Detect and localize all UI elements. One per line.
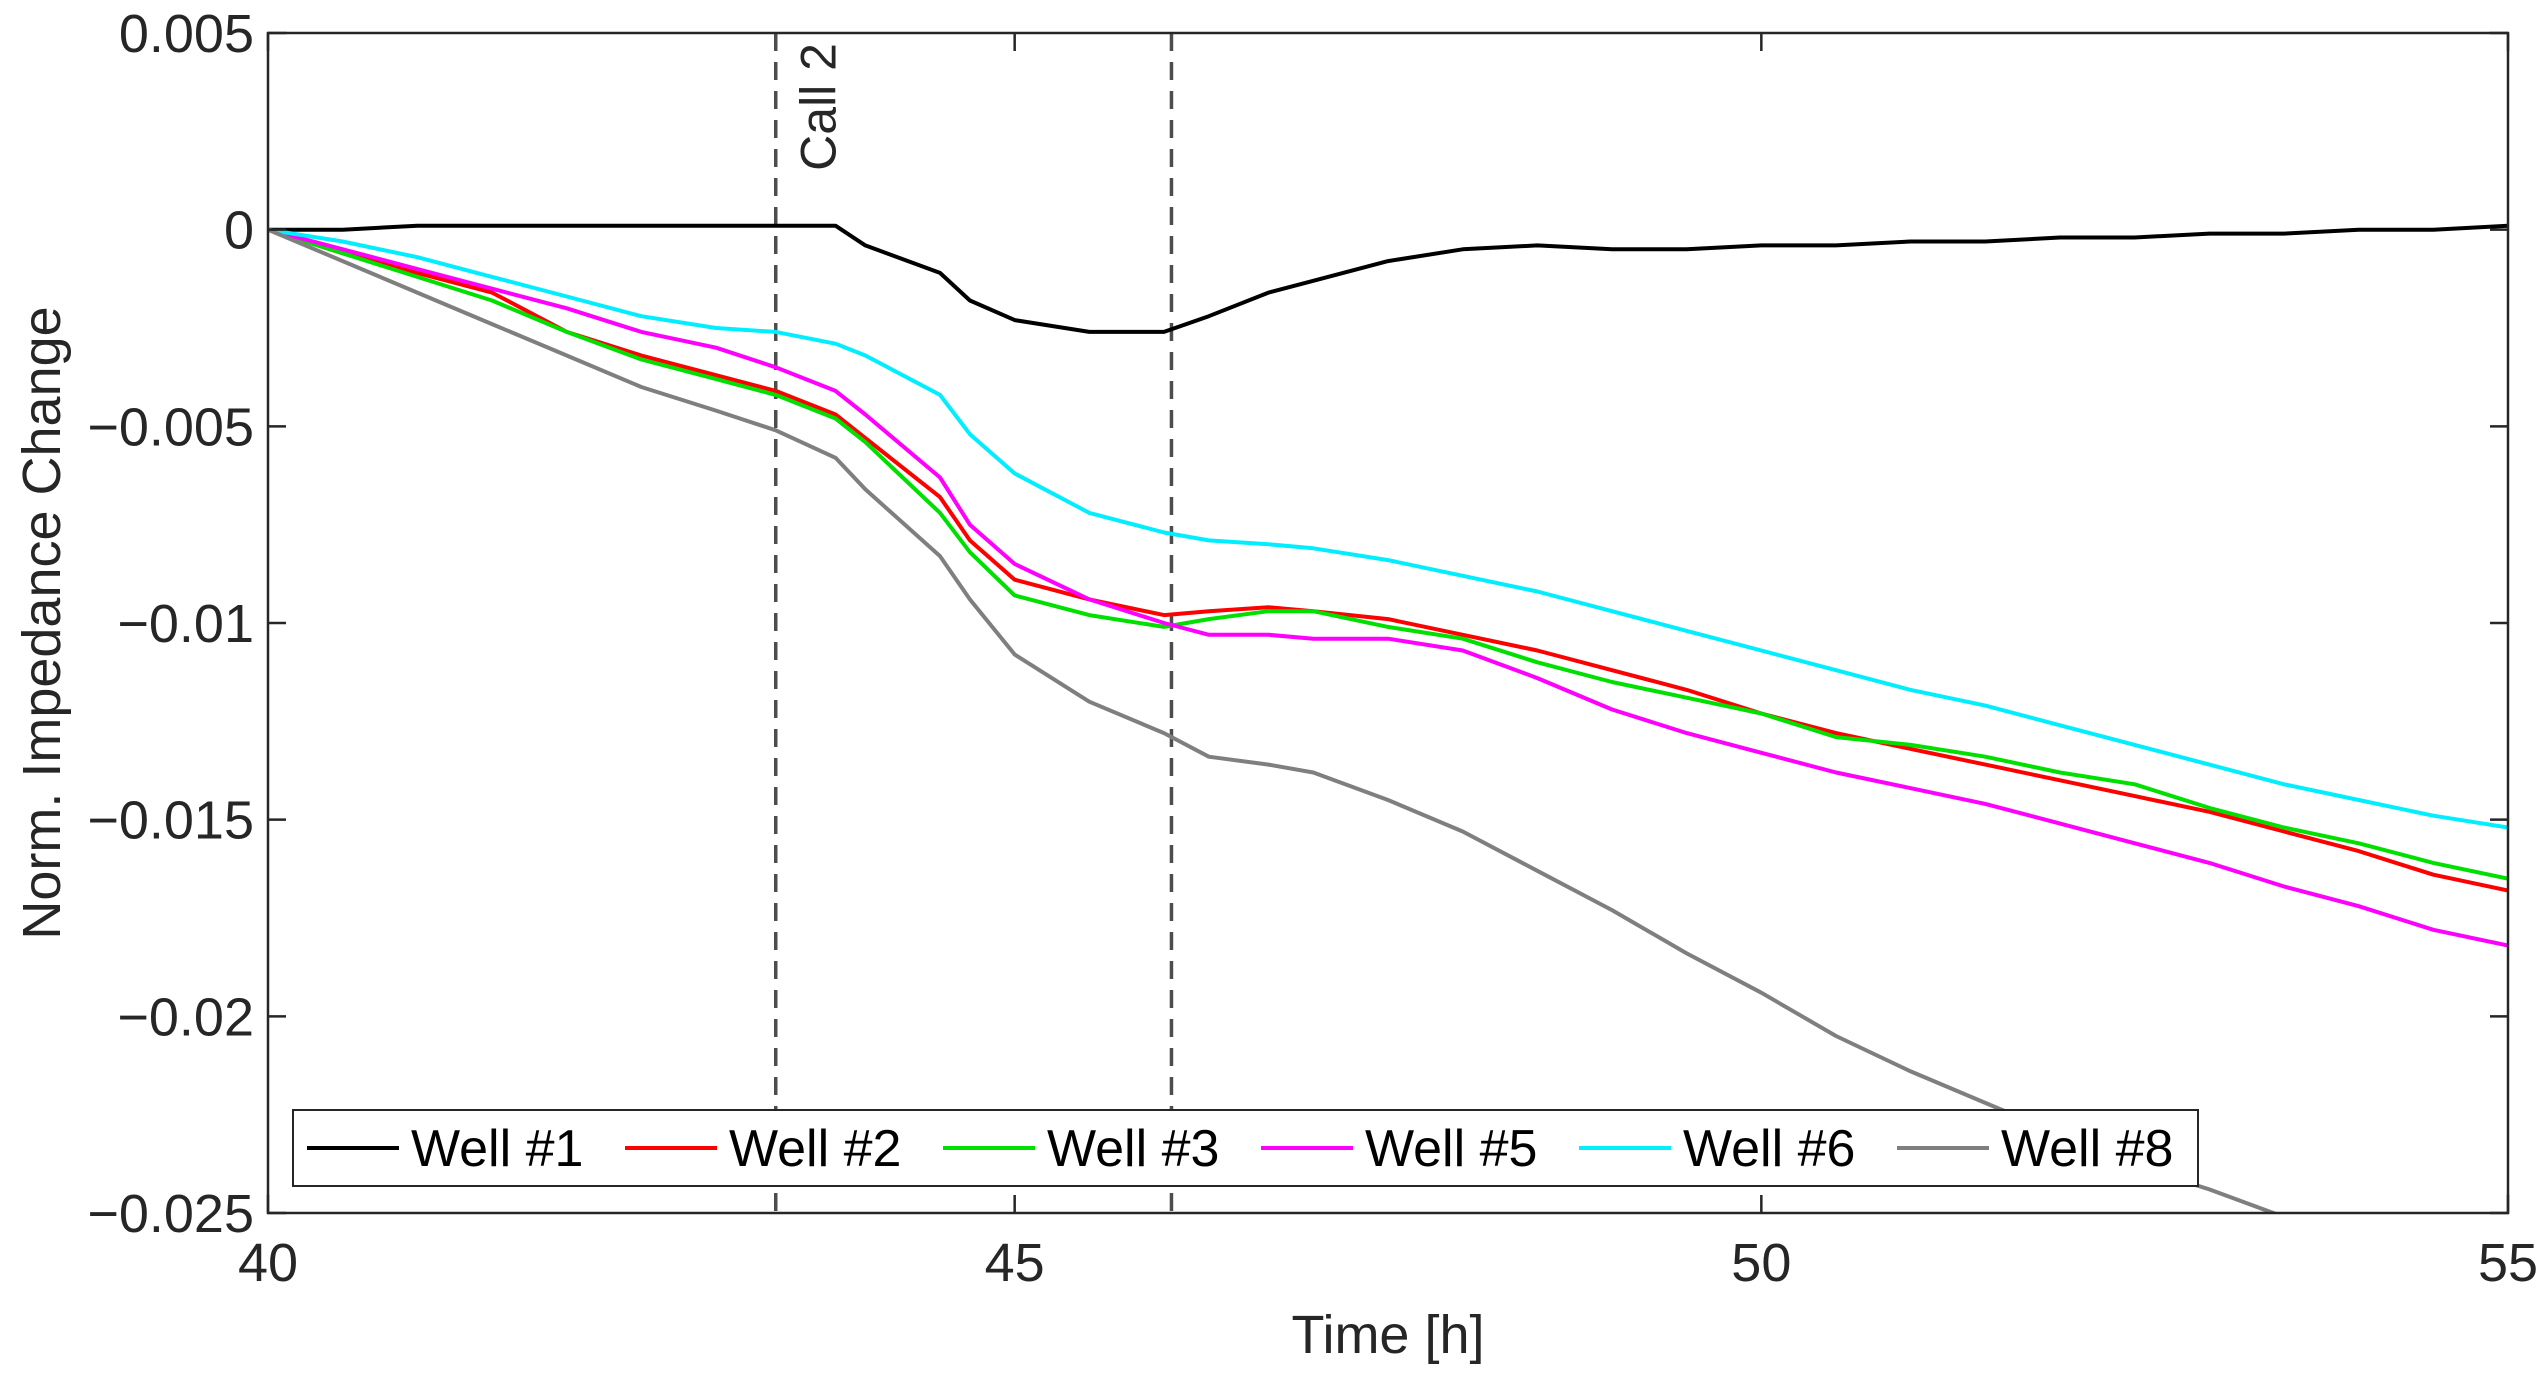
series-line xyxy=(268,223,2508,334)
x-axis-title: Time [h] xyxy=(1291,1305,1484,1365)
x-tick-label: 50 xyxy=(1731,1233,1791,1293)
series-line xyxy=(268,227,2508,948)
event-label: Call 2 xyxy=(791,43,847,171)
y-tick-label: 0 xyxy=(224,201,254,261)
y-tick-label: 0.005 xyxy=(119,4,254,64)
plot-background xyxy=(268,33,2508,1213)
y-tick-label: −0.01 xyxy=(117,594,254,654)
y-tick-label: −0.015 xyxy=(87,791,254,851)
x-tick-label: 40 xyxy=(238,1233,298,1293)
legend-label: Well #2 xyxy=(729,1120,901,1178)
legend-label: Well #8 xyxy=(2001,1120,2173,1178)
legend-label: Well #1 xyxy=(411,1120,583,1178)
y-tick-label: −0.025 xyxy=(87,1184,254,1244)
legend-label: Well #3 xyxy=(1047,1120,1219,1178)
y-tick-label: −0.005 xyxy=(87,397,254,457)
legend-label: Well #6 xyxy=(1683,1120,1855,1178)
legend: Well #1 Well #2 Well #3 Well #5 Well #6 Well … xyxy=(292,1109,2199,1187)
legend-label: Well #5 xyxy=(1365,1120,1537,1178)
y-tick-label: −0.02 xyxy=(117,987,254,1047)
y-axis-title: Norm. Impedance Change xyxy=(12,306,72,939)
x-tick-label: 45 xyxy=(985,1233,1045,1293)
x-tick-label: 55 xyxy=(2478,1233,2538,1293)
series-line xyxy=(268,227,2508,881)
legend-box xyxy=(292,1109,2199,1187)
series-line xyxy=(268,227,2508,830)
